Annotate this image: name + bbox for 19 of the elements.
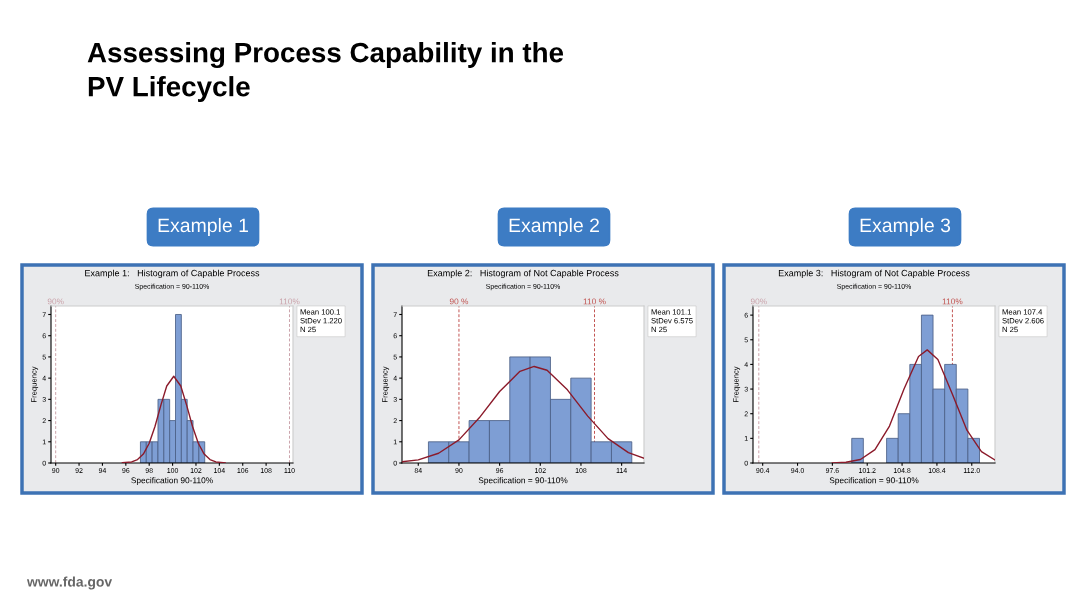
ref-line-label: 110% [942, 298, 963, 305]
x-axis-title: Specification = 90-110% [829, 477, 919, 485]
line-series [831, 349, 995, 463]
chart-title: Example 2: Histogram of Not Capable Process [427, 269, 619, 279]
ref-line-label: 90 % [449, 298, 469, 305]
x-axis-title: Specification 90-110% [131, 477, 213, 485]
line-series [121, 375, 226, 463]
chart-title: Example 3: Histogram of Not Capable Process [778, 269, 970, 279]
text: Assessing Process Capability in the PV Lifecycle [87, 42, 564, 102]
text: Example 3 [860, 217, 951, 237]
ref-line-label: 90% [750, 298, 767, 305]
ref-line-label: 110% [279, 298, 300, 305]
x-axis-title: Specification = 90-110% [478, 477, 568, 485]
text: www.fda.gov [26, 576, 113, 590]
chart-title: Example 1: Histogram of Capable Process [85, 269, 260, 279]
ref-line-label: 90% [47, 298, 64, 305]
text: Example 2 [509, 217, 599, 237]
ref-line-label: 110 % [583, 298, 606, 305]
text: Example 1 [158, 217, 248, 237]
